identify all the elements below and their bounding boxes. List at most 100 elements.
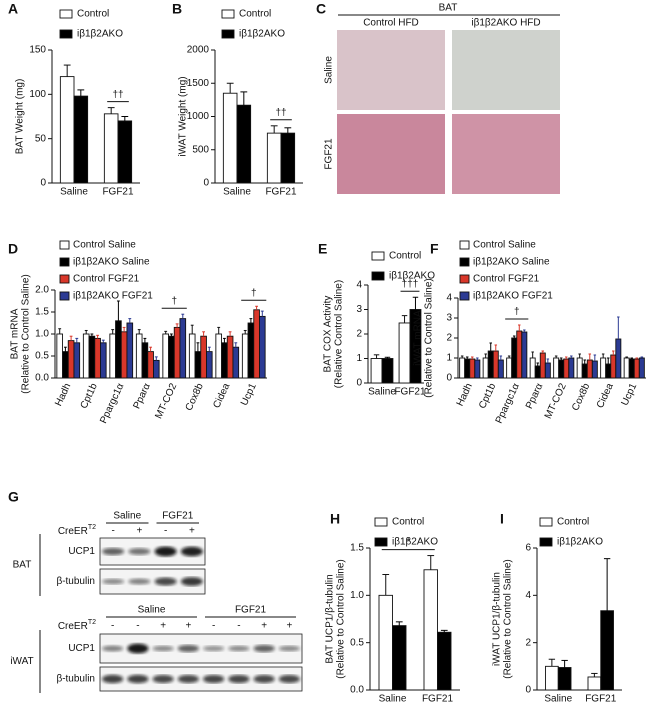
error-bar bbox=[588, 353, 592, 360]
genotype-sign: + bbox=[261, 621, 267, 632]
bar bbox=[152, 359, 160, 379]
histology-image bbox=[452, 114, 560, 194]
legend-swatch bbox=[374, 517, 388, 527]
blot-band bbox=[228, 645, 250, 652]
y-tick-label: 1.5 bbox=[350, 543, 364, 554]
bar bbox=[247, 322, 255, 379]
y-axis-label: iWAT Weight (mg) bbox=[178, 76, 189, 156]
significance-mark: * bbox=[406, 537, 410, 548]
error-bar bbox=[181, 313, 185, 319]
bar bbox=[482, 357, 489, 379]
error-bar bbox=[578, 353, 581, 358]
bar bbox=[464, 358, 471, 379]
x-tick-label: Cox8b bbox=[570, 381, 592, 412]
blot-band bbox=[203, 674, 225, 684]
protein-label: UCP1 bbox=[68, 546, 95, 557]
y-axis-label: BAT UCP1/β-tubulin bbox=[325, 574, 336, 663]
bar bbox=[222, 92, 238, 184]
row-label: FGF21 bbox=[324, 138, 335, 170]
legend-swatch bbox=[374, 537, 388, 547]
bar bbox=[633, 358, 640, 379]
error-bar bbox=[554, 355, 558, 358]
error-bar bbox=[412, 296, 419, 310]
genotype-sign: - bbox=[237, 621, 240, 632]
error-bar bbox=[190, 324, 194, 334]
genotype-superscript: T2 bbox=[88, 524, 96, 531]
error-bar bbox=[570, 355, 573, 358]
bar bbox=[103, 113, 119, 184]
legend-swatch bbox=[539, 537, 553, 547]
blot-band bbox=[203, 645, 225, 652]
genotype-label: CreERT2 bbox=[58, 619, 96, 632]
x-tick-label: FGF21 bbox=[422, 694, 454, 705]
x-tick-label: Ucp1 bbox=[620, 381, 640, 407]
error-bar bbox=[128, 318, 132, 323]
bar bbox=[529, 357, 536, 379]
error-bar bbox=[122, 326, 126, 332]
error-bar bbox=[536, 362, 539, 366]
x-tick-label: Cpt1b bbox=[79, 381, 100, 410]
bar bbox=[115, 320, 122, 379]
bar bbox=[62, 351, 69, 379]
error-bar bbox=[84, 329, 88, 334]
error-bar bbox=[63, 346, 67, 352]
error-bar bbox=[489, 342, 492, 351]
panel-letter: C bbox=[316, 1, 326, 17]
error-bar bbox=[90, 333, 94, 337]
x-tick-label: Cidea bbox=[211, 381, 232, 410]
error-bar bbox=[77, 89, 85, 97]
legend-label: Control bbox=[77, 9, 109, 20]
bar bbox=[232, 346, 240, 379]
x-tick-label: FGF21 bbox=[394, 387, 426, 398]
bar bbox=[581, 363, 588, 379]
bar bbox=[600, 610, 614, 691]
x-tick-label: Saline bbox=[223, 187, 251, 198]
genotype-text: CreER bbox=[58, 526, 88, 537]
bar bbox=[591, 360, 598, 379]
y-axis-label: (Relative to Control Saline) bbox=[336, 559, 347, 679]
error-bar bbox=[427, 555, 435, 570]
y-tick-label: 1.0 bbox=[35, 329, 49, 340]
legend-swatch bbox=[59, 274, 70, 284]
blot-band bbox=[154, 546, 177, 557]
blot-band bbox=[152, 674, 174, 684]
bar bbox=[506, 357, 513, 379]
significance-mark: †† bbox=[112, 89, 123, 100]
bar bbox=[266, 132, 282, 184]
bar bbox=[605, 363, 612, 379]
bar bbox=[610, 354, 617, 379]
protein-label: UCP1 bbox=[68, 643, 95, 654]
bar bbox=[56, 333, 64, 379]
bar bbox=[241, 333, 249, 379]
error-bar bbox=[476, 357, 479, 360]
x-tick-label: FGF21 bbox=[265, 187, 297, 198]
bar bbox=[521, 331, 528, 379]
legend-swatch bbox=[371, 271, 385, 281]
legend-label: iβ1β2AKO FGF21 bbox=[473, 291, 553, 302]
bar bbox=[392, 625, 407, 691]
significance-mark: † bbox=[514, 307, 520, 318]
legend-label: Control bbox=[392, 517, 424, 528]
error-bar bbox=[612, 350, 615, 355]
bar bbox=[221, 342, 228, 379]
y-tick-label: 0.5 bbox=[35, 351, 49, 362]
group-label: FGF21 bbox=[235, 605, 267, 616]
bar bbox=[497, 359, 504, 379]
bar bbox=[135, 333, 143, 379]
bar bbox=[623, 357, 630, 379]
x-tick-label: Hadh bbox=[53, 382, 73, 408]
histology-image bbox=[337, 30, 445, 110]
blot-band bbox=[154, 577, 177, 586]
genotype-text: CreER bbox=[58, 621, 88, 632]
error-bar bbox=[561, 659, 568, 668]
bar bbox=[280, 132, 296, 184]
error-bar bbox=[228, 331, 232, 337]
y-tick-label: 0 bbox=[356, 378, 362, 389]
tissue-label: iWAT bbox=[10, 656, 33, 667]
bar bbox=[59, 76, 75, 184]
y-tick-label: 4 bbox=[446, 293, 452, 304]
y-tick-label: 50 bbox=[35, 133, 47, 144]
error-bar bbox=[465, 356, 469, 359]
bar bbox=[236, 104, 252, 184]
group-label: FGF21 bbox=[162, 511, 194, 522]
